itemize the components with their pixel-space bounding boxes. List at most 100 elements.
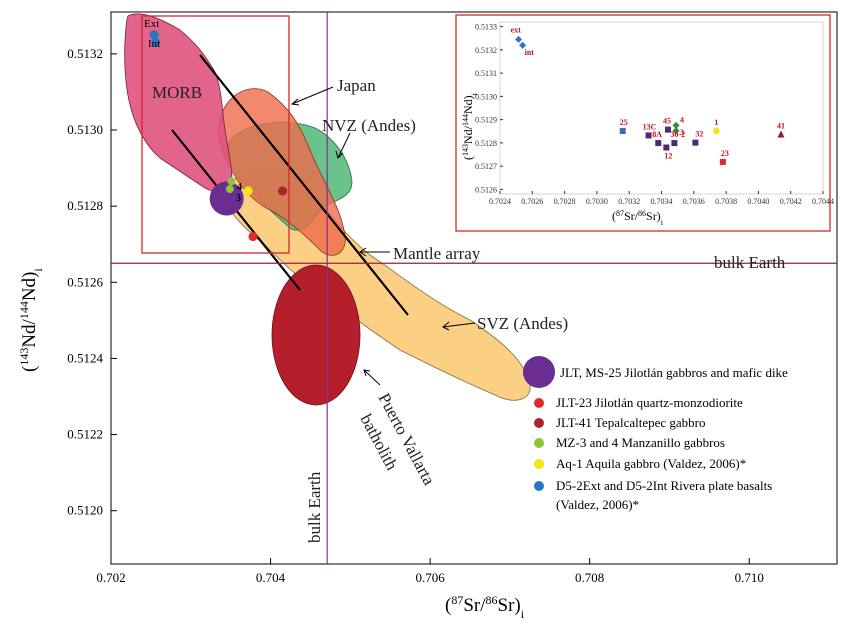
inset-y-tick-label: 0.5129 [475,116,497,125]
svz-andes-label: SVZ (Andes) [477,314,568,333]
nvz-arrow [337,132,351,159]
inset-point [713,127,720,135]
inset-y-label-main: Nd/ [461,125,475,144]
inset-x-tick-label: 0.7032 [618,197,640,206]
inset-y-label: (143Nd/144Nd)i [461,92,479,160]
inset-x-label-sup1: 87 [616,209,624,218]
legend-label-d52-line1: D5-2Ext and D5-2Int Rivera plate basalts [556,478,772,493]
x-tick-label: 0.702 [96,570,125,585]
x-tick-label: 0.704 [256,570,286,585]
x-tick-label: 0.708 [575,570,604,585]
legend-label-mz: MZ-3 and 4 Manzanillo gabbros [556,435,725,450]
inset-point [515,35,523,43]
legend-label-aq1: Aq-1 Aquila gabbro (Valdez, 2006)* [556,456,746,471]
inset-chart: 0.7024 0.7026 0.7028 0.7030 0.7032 0.7034 0.70… [455,14,834,232]
inset-x-tick-label: 0.7024 [489,197,511,206]
y-label-sup2: 144 [17,301,31,319]
inset-point-label: 32 [695,130,703,139]
point-label-int: Int [148,38,160,50]
inset-point [519,41,527,49]
inset-y-tick-label: 0.5126 [475,185,497,194]
inset-point-label: 4 [680,115,684,124]
y-tick-label: 0.5124 [67,350,103,365]
inset-point [664,126,671,133]
inset-y-label-sup1: 143 [461,144,470,156]
x-label-sup1: 87 [451,593,463,607]
inset-x-tick-label: 0.7034 [651,197,673,206]
inset-x-tick-label: 0.7044 [812,197,834,206]
inset-point [672,127,680,135]
inset-y-label-tail: Nd) [461,95,475,114]
x-tick-label: 0.706 [415,570,445,585]
point-label-ext: Ext [144,18,159,30]
inset-x-tick-label: 0.7036 [683,197,705,206]
y-tick-label: 0.5126 [67,274,103,289]
inset-x-tick-label: 0.7042 [780,197,802,206]
y-tick-label: 0.5132 [67,46,103,61]
legend-marker-mz [534,438,544,448]
morb-inset-box [141,15,290,254]
inset-point-label: 13C [643,122,657,131]
x-label-tail: Sr) [498,595,521,616]
legend-marker-d52 [534,481,544,491]
japan-arrowhead [290,98,300,106]
mantle-array-upper-line [199,54,409,316]
inset-point-label: ext [511,25,522,34]
inset-y-label-sub: i [470,92,479,95]
legend-label-jlt23: JLT-23 Jilotlán quartz-monzodiorite [556,395,743,410]
legend-marker-jlt23 [534,398,544,408]
nvz-arrowhead [335,150,344,159]
inset-y-tick-label: 0.5133 [475,23,497,32]
inset-x-label-sub: i [661,218,664,227]
inset-point-label: int [525,48,535,57]
data-point [149,30,159,40]
batholith-arrowhead [363,369,371,377]
data-point [248,232,258,242]
inset-x-tick-label: 0.7038 [715,197,737,206]
legend-marker-jlt41 [534,418,544,428]
inset-y-tick-label: 0.5131 [475,69,497,78]
y-tick-label: 0.5130 [67,122,103,137]
data-point [227,177,236,186]
inset-point-label: 41 [777,121,785,130]
inset-y-tick-label: 0.5132 [475,46,497,55]
y-tick-label: 0.5128 [67,198,103,213]
inset-x-label-sup2: 86 [638,209,646,218]
x-label-sup2: 86 [486,593,498,607]
y-label-tail: Nd) [19,272,40,302]
inset-x-tick-label: 0.7040 [747,197,769,206]
data-point [278,186,288,196]
y-axis-label: (143Nd/144Nd)i [17,268,45,372]
inset-x-tick-label: 0.7030 [586,197,608,206]
annotation-arrows [290,86,476,386]
inset-point [777,130,785,138]
inset-point [663,144,670,151]
data-point [225,185,234,194]
y-label-main: Nd/ [19,318,40,347]
inset-x-label-main: Sr/ [624,209,639,223]
inset-points: ext int 25 13C 45 4 3 8A 30-2 12 32 1 23 41 [511,25,785,165]
puerto-vallarta-region [271,264,361,406]
svz-arrow [442,322,476,328]
point-label-mz3: 3 [236,193,241,204]
data-points-layer [149,30,288,242]
x-label-main: Sr/ [463,595,486,616]
morb-label: MORB [152,83,202,102]
inset-point-label: 25 [620,118,628,127]
data-point [243,186,253,196]
regions-layer [124,13,531,406]
inset-point-label: 12 [664,152,672,161]
inset-y-tick-label: 0.5128 [475,139,497,148]
inset-point [719,158,726,165]
inset-point-label: 23 [721,149,729,158]
inset-point [692,139,699,146]
mantle-array-label: Mantle array [393,244,481,263]
japan-label: Japan [337,76,376,95]
legend-marker-aq1 [534,459,544,469]
svz-arrowhead [442,321,450,331]
inset-point [672,121,680,129]
inset-y-ticks: 0.5126 0.5127 0.5128 0.5129 0.5130 0.5131 0.51… [475,23,503,194]
inset-y-tick-label: 0.5127 [475,162,497,171]
inset-point [619,128,626,135]
